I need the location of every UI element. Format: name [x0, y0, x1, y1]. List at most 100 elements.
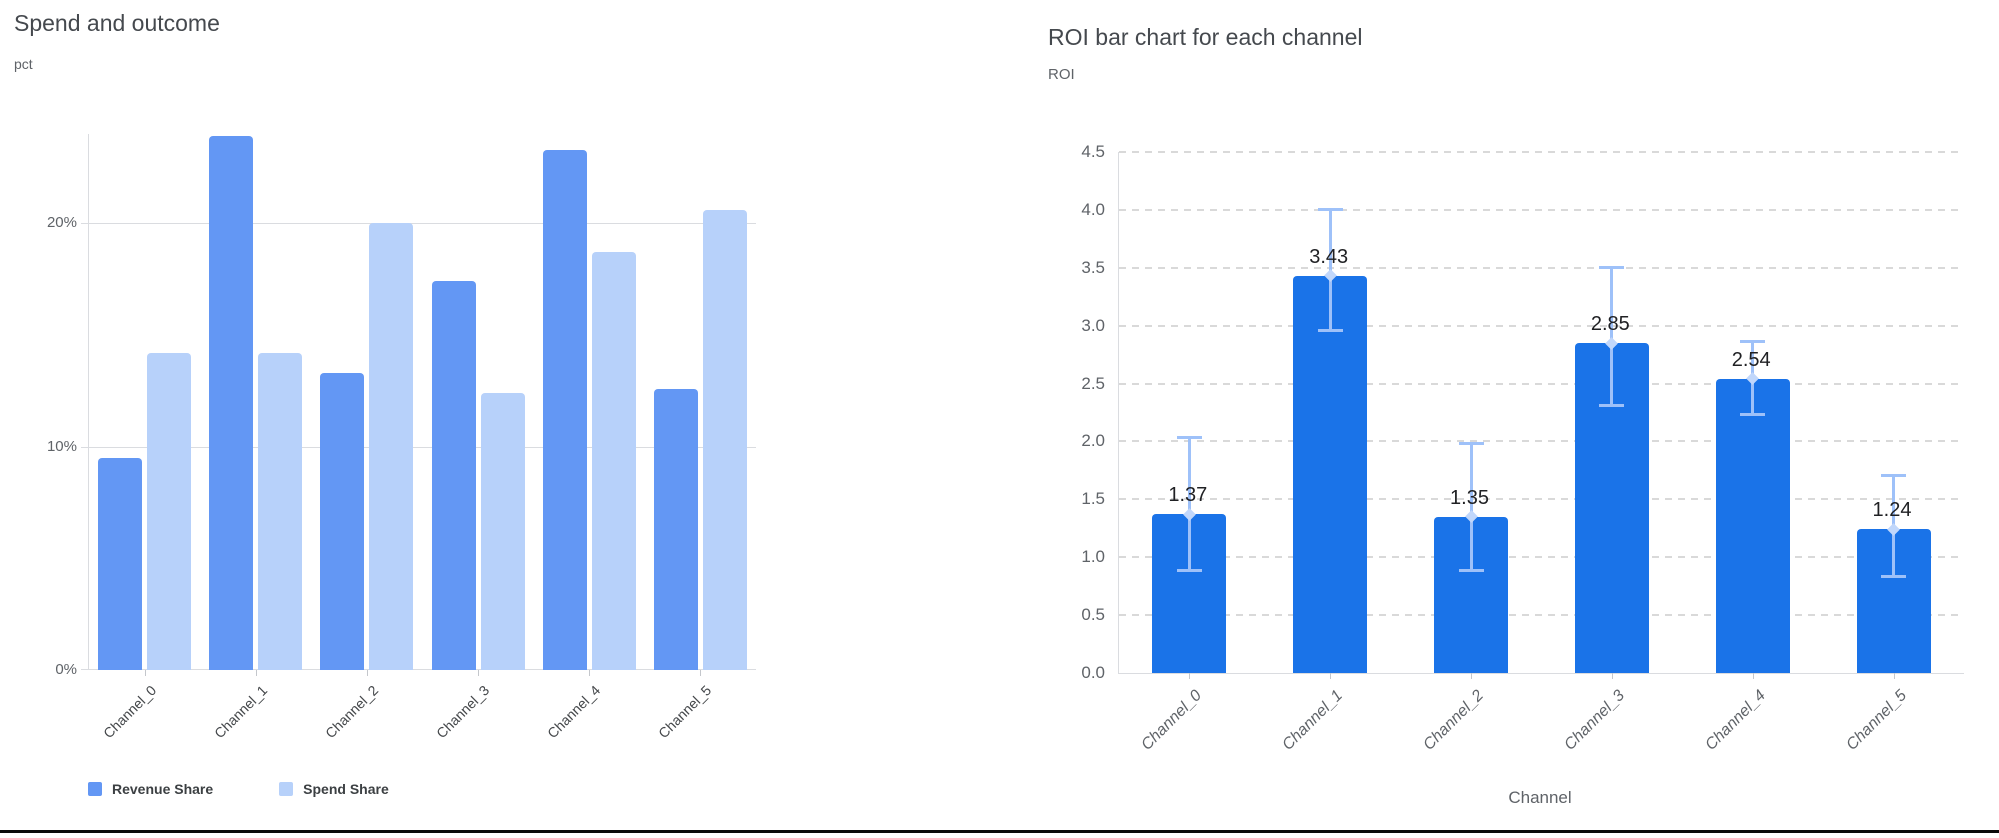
x-axis-label-Channel_3: Channel_3 — [433, 682, 493, 742]
x-tick-mark — [589, 670, 591, 676]
roi-value-label-Channel_3: 2.85 — [1590, 313, 1630, 336]
gridline-0.5 — [1119, 614, 1964, 617]
roi-value-label-Channel_5: 1.24 — [1872, 499, 1912, 522]
x-tick-mark — [1611, 673, 1613, 679]
x-tick-mark — [478, 670, 480, 676]
gridline-4.5 — [1119, 151, 1964, 153]
spend-bar-Channel_3 — [480, 393, 525, 670]
spend-bar-Channel_0 — [147, 352, 192, 670]
y-tick-label: 1.5 — [1081, 489, 1105, 509]
error-bar-Channel_0 — [1187, 436, 1191, 572]
x-axis-label-Channel_2: Channel_2 — [322, 682, 382, 742]
gridline-1.0 — [1119, 556, 1964, 559]
revenue-bar-Channel_1 — [209, 136, 254, 670]
roi-x-axis-title: Channel — [1508, 788, 1572, 807]
y-tick-mark — [81, 669, 88, 670]
x-axis-label-Channel_5: Channel_5 — [655, 682, 715, 742]
revenue-bar-Channel_0 — [98, 457, 143, 670]
y-tick-label: 10% — [46, 437, 77, 455]
spend-bar-Channel_4 — [591, 252, 636, 670]
gridline-2.5 — [1119, 382, 1964, 385]
legend-swatch — [88, 782, 102, 796]
x-axis-label-Channel_1: Channel_1 — [1279, 687, 1347, 754]
legend-swatch — [279, 782, 294, 796]
x-axis-label-Channel_1: Channel_1 — [210, 682, 271, 742]
roi-value-label-Channel_4: 2.54 — [1731, 348, 1771, 371]
error-bar-cap — [1317, 329, 1343, 333]
error-bar-cap — [1458, 441, 1484, 445]
roi-bar-Channel_1 — [1293, 275, 1368, 673]
roi-value-label-Channel_1: 3.43 — [1309, 245, 1349, 268]
error-bar-cap — [1740, 412, 1766, 416]
revenue-bar-Channel_2 — [320, 372, 365, 670]
error-bar-cap — [1317, 207, 1343, 211]
x-tick-mark — [255, 670, 257, 676]
y-tick-label: 0% — [55, 661, 77, 678]
y-tick-label: 2.0 — [1081, 431, 1105, 451]
gridline-3.5 — [1119, 266, 1964, 269]
legend-item-spend-share: Spend Share — [279, 781, 389, 797]
x-tick-mark — [1893, 673, 1895, 679]
x-tick-mark — [144, 670, 146, 676]
spend-bar-Channel_2 — [369, 223, 414, 670]
window-bottom-edge — [0, 830, 1999, 833]
error-bar-cap — [1176, 569, 1202, 573]
y-tick-label: 4.0 — [1081, 199, 1105, 219]
y-tick-label: 2.5 — [1081, 373, 1105, 393]
y-tick-label: 0.0 — [1081, 663, 1105, 682]
gridline-2.0 — [1119, 440, 1964, 443]
error-bar-cap — [1176, 435, 1202, 439]
revenue-bar-Channel_3 — [431, 281, 476, 670]
x-tick-mark — [1752, 673, 1754, 679]
error-bar-Channel_2 — [1469, 442, 1473, 572]
revenue-bar-Channel_4 — [542, 149, 587, 670]
y-tick-label: 1.0 — [1081, 547, 1105, 567]
roi-chart-title: ROI bar chart for each channel — [1048, 24, 1363, 50]
gridline-4.0 — [1119, 208, 1964, 211]
revenue-bar-Channel_5 — [653, 388, 698, 670]
spend-outcome-plot-area: 0% 10% 20% Channel_0 Channel_1 Channel_2 Chann… — [47, 134, 756, 741]
roi-value-label-Channel_2: 1.35 — [1450, 486, 1489, 509]
spend-outcome-title: Spend and outcome — [14, 10, 220, 36]
roi-plot-area: 0.0 0.5 1.0 1.5 2.0 2.5 3.0 3.5 4.0 4.5 1.37 3.43 1.… — [1081, 142, 1964, 754]
error-bar-Channel_3 — [1610, 266, 1614, 406]
legend-label: Spend Share — [303, 781, 389, 797]
x-axis-label-Channel_0: Channel_0 — [1138, 687, 1206, 754]
legend-label: Revenue Share — [112, 781, 214, 797]
error-bar-cap — [1599, 265, 1625, 269]
gridline-20% — [89, 223, 756, 225]
x-tick-mark — [1330, 673, 1332, 679]
legend-item-revenue-share: Revenue Share — [88, 781, 213, 797]
y-tick-label: 0.5 — [1081, 605, 1105, 625]
x-tick-mark — [700, 670, 702, 676]
y-tick-mark — [81, 446, 88, 448]
error-bar-cap — [1599, 403, 1625, 407]
x-axis-label-Channel_2: Channel_2 — [1420, 687, 1488, 754]
y-tick-label: 4.5 — [1081, 142, 1105, 161]
x-axis-label-Channel_4: Channel_4 — [1702, 687, 1769, 754]
x-axis-label-Channel_3: Channel_3 — [1561, 687, 1628, 754]
x-axis-label-Channel_5: Channel_5 — [1842, 687, 1910, 754]
x-axis-label-Channel_4: Channel_4 — [544, 682, 604, 742]
x-tick-mark — [366, 670, 368, 676]
roi-bar-Channel_4 — [1715, 378, 1790, 673]
y-tick-mark — [81, 223, 88, 225]
roi-value-label-Channel_0: 1.37 — [1168, 484, 1208, 507]
error-bar-cap — [1458, 569, 1484, 573]
spend-bar-Channel_5 — [702, 209, 747, 670]
y-tick-label: 3.5 — [1081, 257, 1105, 277]
x-tick-mark — [1471, 673, 1473, 679]
error-bar-cap — [1740, 339, 1766, 343]
x-tick-mark — [1189, 673, 1191, 679]
gridline-10% — [89, 446, 756, 448]
y-tick-label: 20% — [46, 214, 77, 232]
roi-y-axis-label: ROI — [1048, 66, 1075, 83]
y-tick-label: 3.0 — [1081, 315, 1105, 335]
gridline-3.0 — [1119, 324, 1964, 327]
gridline-1.5 — [1119, 498, 1964, 501]
spend-bar-Channel_1 — [258, 352, 303, 670]
spend-outcome-legend: Revenue Share Spend Share — [88, 781, 389, 797]
error-bar-cap — [1881, 574, 1907, 578]
spend-outcome-y-unit: pct — [14, 56, 33, 72]
